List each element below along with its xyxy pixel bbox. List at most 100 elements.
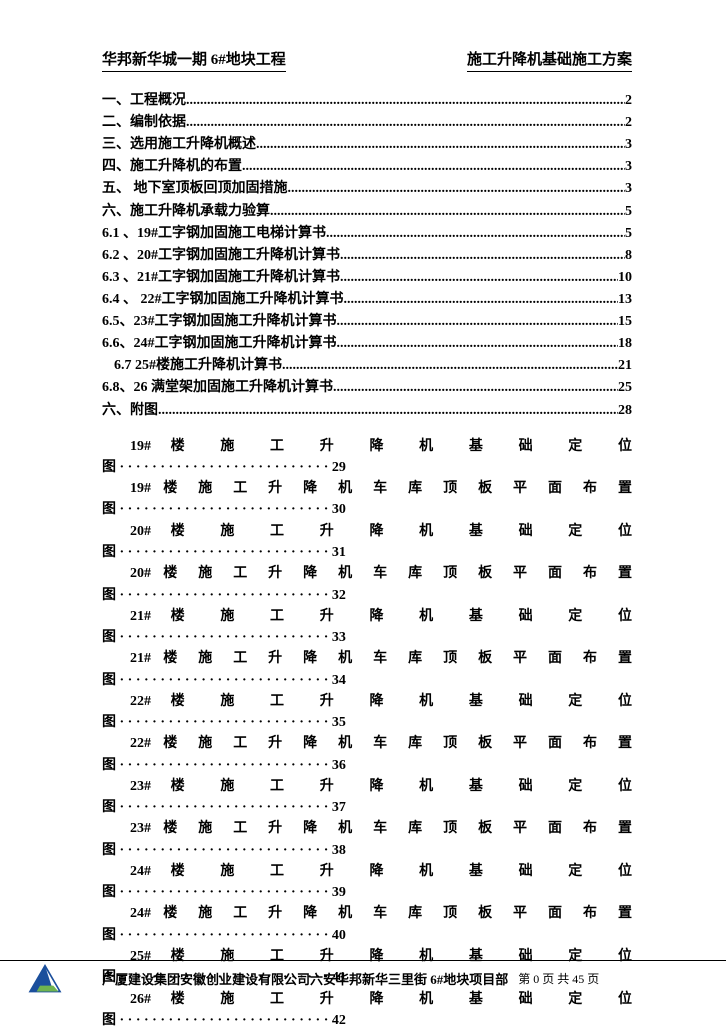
toc-dots	[340, 267, 618, 289]
toc-page: 10	[618, 267, 632, 289]
toc-dots	[282, 355, 618, 377]
toc-dots	[288, 178, 626, 200]
figure-page: 34	[332, 673, 346, 688]
toc-dots	[186, 90, 625, 112]
figure-leader: 图 · · · · · · · · · · · · · · · · · · · …	[102, 840, 632, 861]
toc-dots	[333, 377, 618, 399]
toc-dots	[344, 289, 619, 311]
toc-page: 5	[625, 223, 632, 245]
toc-row: 二、编制依据 2	[102, 112, 632, 134]
toc-page: 3	[625, 156, 632, 178]
toc-row: 6.6、24#工字钢加固施工升降机计算书 18	[102, 333, 632, 355]
toc-row: 三、选用施工升降机概述3	[102, 134, 632, 156]
toc-label: 6.4 、 22#工字钢加固施工升降机计算书	[102, 289, 344, 311]
figure-title: 21# 楼 施 工 升 降 机 车 库 顶 板 平 面 布 置	[102, 648, 632, 669]
figure-page: 33	[332, 630, 346, 645]
figure-title: 24# 楼 施 工 升 降 机 基 础 定 位	[102, 861, 632, 882]
figure-leader: 图 · · · · · · · · · · · · · · · · · · · …	[102, 1010, 632, 1031]
toc-dots	[242, 156, 625, 178]
toc-row: 六、施工升降机承载力验算 5	[102, 201, 632, 223]
header-right: 施工升降机基础施工方案	[467, 48, 632, 72]
toc-dots	[337, 333, 619, 355]
toc-row: 六、附图28	[102, 400, 632, 422]
figure-entry: 21# 楼 施 工 升 降 机 车 库 顶 板 平 面 布 置图 · · · ·…	[102, 648, 632, 691]
toc-dots	[158, 400, 618, 422]
figure-title: 24# 楼 施 工 升 降 机 车 库 顶 板 平 面 布 置	[102, 903, 632, 924]
figure-leader: 图 · · · · · · · · · · · · · · · · · · · …	[102, 542, 632, 563]
footer-pager: 第 0 页 共 45 页	[518, 970, 599, 987]
toc-dots	[186, 112, 625, 134]
toc-page: 2	[625, 90, 632, 112]
figure-entry: 21# 楼 施 工 升 降 机 基 础 定 位图 · · · · · · · ·…	[102, 606, 632, 649]
figure-leader-dots: 图 · · · · · · · · · · · · · · · · · · · …	[102, 460, 332, 475]
toc-page: 13	[618, 289, 632, 311]
figure-title: 20# 楼 施 工 升 降 机 基 础 定 位	[102, 521, 632, 542]
figure-leader-dots: 图 · · · · · · · · · · · · · · · · · · · …	[102, 843, 332, 858]
figure-page: 38	[332, 843, 346, 858]
toc-dots	[340, 245, 625, 267]
toc-label: 六、施工升降机承载力验算	[102, 201, 270, 223]
figure-page: 40	[332, 928, 346, 943]
toc-label: 6.6、24#工字钢加固施工升降机计算书	[102, 333, 337, 355]
figure-title: 23# 楼 施 工 升 降 机 车 库 顶 板 平 面 布 置	[102, 818, 632, 839]
toc-page: 2	[625, 112, 632, 134]
figure-leader: 图 · · · · · · · · · · · · · · · · · · · …	[102, 755, 632, 776]
figure-title: 19# 楼 施 工 升 降 机 基 础 定 位	[102, 436, 632, 457]
header-left: 华邦新华城一期 6#地块工程	[102, 48, 286, 72]
figure-entry: 20# 楼 施 工 升 降 机 基 础 定 位图 · · · · · · · ·…	[102, 521, 632, 564]
figure-list: 19# 楼 施 工 升 降 机 基 础 定 位图 · · · · · · · ·…	[102, 436, 632, 1031]
figure-page: 30	[332, 502, 346, 517]
figure-entry: 24# 楼 施 工 升 降 机 车 库 顶 板 平 面 布 置图 · · · ·…	[102, 903, 632, 946]
figure-entry: 24# 楼 施 工 升 降 机 基 础 定 位图 · · · · · · · ·…	[102, 861, 632, 904]
toc-label: 二、编制依据	[102, 112, 186, 134]
figure-leader: 图 · · · · · · · · · · · · · · · · · · · …	[102, 627, 632, 648]
figure-leader-dots: 图 · · · · · · · · · · · · · · · · · · · …	[102, 800, 332, 815]
toc-row: 6.4 、 22#工字钢加固施工升降机计算书 13	[102, 289, 632, 311]
company-logo	[28, 964, 62, 994]
toc-page: 8	[625, 245, 632, 267]
toc-row: 6.5、23#工字钢加固施工升降机计算书15	[102, 311, 632, 333]
toc-page: 5	[625, 201, 632, 223]
figure-entry: 23# 楼 施 工 升 降 机 基 础 定 位图 · · · · · · · ·…	[102, 776, 632, 819]
figure-leader: 图 · · · · · · · · · · · · · · · · · · · …	[102, 925, 632, 946]
figure-entry: 20# 楼 施 工 升 降 机 车 库 顶 板 平 面 布 置图 · · · ·…	[102, 563, 632, 606]
figure-leader-dots: 图 · · · · · · · · · · · · · · · · · · · …	[102, 885, 332, 900]
toc-label: 五、 地下室顶板回顶加固措施	[102, 178, 288, 200]
toc-row: 6.1 、19#工字钢加固施工电梯计算书5	[102, 223, 632, 245]
figure-leader-dots: 图 · · · · · · · · · · · · · · · · · · · …	[102, 758, 332, 773]
figure-title: 19# 楼 施 工 升 降 机 车 库 顶 板 平 面 布 置	[102, 478, 632, 499]
figure-page: 31	[332, 545, 346, 560]
figure-entry: 22# 楼 施 工 升 降 机 基 础 定 位图 · · · · · · · ·…	[102, 691, 632, 734]
figure-title: 20# 楼 施 工 升 降 机 车 库 顶 板 平 面 布 置	[102, 563, 632, 584]
toc-row: 6.3 、21#工字钢加固施工升降机计算书 10	[102, 267, 632, 289]
toc-row: 6.8、26 满堂架加固施工升降机计算书25	[102, 377, 632, 399]
toc-row: 6.2 、20#工字钢加固施工升降机计算书8	[102, 245, 632, 267]
figure-leader: 图 · · · · · · · · · · · · · · · · · · · …	[102, 712, 632, 733]
figure-title: 22# 楼 施 工 升 降 机 基 础 定 位	[102, 691, 632, 712]
figure-leader-dots: 图 · · · · · · · · · · · · · · · · · · · …	[102, 928, 332, 943]
figure-leader: 图 · · · · · · · · · · · · · · · · · · · …	[102, 882, 632, 903]
toc-page: 18	[618, 333, 632, 355]
figure-leader-dots: 图 · · · · · · · · · · · · · · · · · · · …	[102, 630, 332, 645]
toc-label: 6.3 、21#工字钢加固施工升降机计算书	[102, 267, 340, 289]
figure-leader: 图 · · · · · · · · · · · · · · · · · · · …	[102, 670, 632, 691]
figure-page: 36	[332, 758, 346, 773]
figure-leader-dots: 图 · · · · · · · · · · · · · · · · · · · …	[102, 715, 332, 730]
figure-leader-dots: 图 · · · · · · · · · · · · · · · · · · · …	[102, 502, 332, 517]
toc-dots	[337, 311, 619, 333]
figure-leader: 图 · · · · · · · · · · · · · · · · · · · …	[102, 457, 632, 478]
figure-page: 37	[332, 800, 346, 815]
figure-page: 35	[332, 715, 346, 730]
figure-leader: 图 · · · · · · · · · · · · · · · · · · · …	[102, 797, 632, 818]
toc-dots	[326, 223, 625, 245]
page-footer: 广厦建设集团安徽创业建设有限公司六安华邦新华三里街 6#地块项目部 第 0 页 …	[0, 960, 726, 996]
toc-label: 四、施工升降机的布置	[102, 156, 242, 178]
toc-row: 四、施工升降机的布置 3	[102, 156, 632, 178]
toc-page: 21	[618, 355, 632, 377]
toc-page: 28	[618, 400, 632, 422]
toc-dots	[270, 201, 625, 223]
figure-entry: 19# 楼 施 工 升 降 机 基 础 定 位图 · · · · · · · ·…	[102, 436, 632, 479]
toc-page: 3	[625, 134, 632, 156]
footer-company: 广厦建设集团安徽创业建设有限公司六安华邦新华三里街 6#地块项目部	[102, 969, 508, 988]
toc: 一、工程概况2二、编制依据2三、选用施工升降机概述3四、施工升降机的布置3五、 …	[102, 90, 632, 422]
